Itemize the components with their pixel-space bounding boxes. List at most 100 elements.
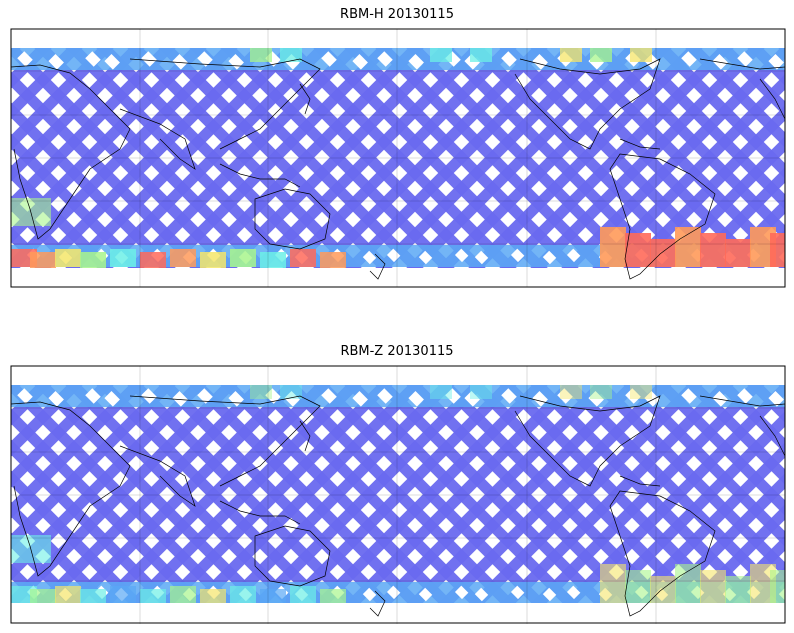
coastlines (10, 58, 786, 280)
swath-band (686, 504, 785, 603)
coastline (299, 83, 311, 115)
swath-highlight (320, 252, 346, 268)
swath-band (11, 385, 114, 488)
map-frame (10, 28, 786, 288)
swath-band (376, 385, 610, 603)
swath-highlight (200, 252, 226, 268)
swath-highlight (650, 576, 676, 603)
swath-highlight (675, 227, 701, 267)
swath-band (96, 48, 331, 268)
swath-highlight (200, 589, 226, 603)
swath-band (11, 164, 114, 268)
swath-band (11, 385, 145, 519)
coastline (619, 475, 661, 487)
panel-title-rbm-h: RBM-H 20130115 (340, 7, 454, 22)
swath-band (251, 48, 486, 268)
swath-band (500, 385, 734, 603)
swath-highlight (30, 252, 56, 268)
swath-band (11, 48, 114, 151)
swath-highlight (675, 564, 701, 603)
swath-band (127, 48, 362, 268)
swath-band (685, 385, 785, 485)
swath-highlight (625, 233, 651, 267)
swath-highlight (630, 48, 652, 62)
swath-band (11, 385, 176, 550)
swath-band (34, 48, 269, 268)
coastline (129, 58, 321, 150)
swath-band (11, 48, 145, 182)
swath-highlight (625, 570, 651, 603)
swath-highlight (290, 586, 316, 603)
coastline (609, 153, 716, 280)
swath-band (189, 48, 424, 268)
swath-highlight (650, 239, 676, 267)
swath-highlight (140, 252, 166, 268)
swath-highlight (725, 239, 751, 267)
swath-highlight (260, 252, 286, 268)
gridlines (11, 366, 785, 624)
swath-highlight (470, 48, 492, 62)
swath-highlight (30, 589, 56, 603)
swath-highlight (770, 233, 785, 267)
swath-band (685, 167, 785, 268)
swath-band (778, 385, 785, 392)
swath-band (11, 48, 238, 268)
swath-band (11, 385, 238, 603)
swath-highlight (430, 385, 452, 399)
swath-band (158, 48, 393, 268)
swath-band (623, 105, 785, 268)
swath-band (716, 385, 785, 454)
swath-highlight (110, 249, 136, 267)
swath-band (778, 260, 785, 268)
swath-band (11, 195, 83, 268)
swath-band (779, 597, 785, 603)
swath-highlight (560, 48, 582, 62)
swath-highlight (700, 233, 726, 267)
coastline (369, 253, 386, 280)
swath-highlight (770, 570, 785, 603)
coastline (299, 420, 311, 452)
swath-band (11, 385, 83, 457)
swath-band (221, 385, 455, 603)
coastline (514, 395, 661, 487)
coastline (699, 395, 786, 407)
swath-band (252, 385, 486, 603)
swath-band (406, 48, 641, 268)
swath-highlight (110, 586, 136, 603)
swath-band (345, 385, 579, 603)
swath-highlight (250, 385, 272, 399)
swath-highlight (430, 48, 452, 62)
swath-band (313, 48, 548, 268)
coastline (129, 395, 321, 487)
swath-highlight (280, 48, 302, 62)
swath-band (128, 385, 362, 603)
swath-band (97, 385, 331, 603)
coastline (759, 78, 786, 120)
swath-band (469, 385, 703, 603)
swath-band (438, 385, 672, 603)
swath-highlight (230, 249, 256, 267)
swath-band (11, 48, 207, 244)
coastline (254, 188, 331, 250)
swath-band (220, 48, 455, 268)
swath-highlight (55, 249, 81, 267)
swath-highlight (170, 586, 196, 603)
swath-band (468, 48, 703, 268)
swath-highlight (80, 252, 106, 268)
swath-highlight (725, 576, 751, 603)
swath-highlight (630, 385, 652, 399)
swath-band (437, 48, 672, 268)
swath-band (11, 48, 176, 213)
swath-highlight (600, 564, 626, 603)
coastline (119, 445, 196, 507)
swath-band (190, 385, 424, 603)
swath-highlight (260, 589, 286, 603)
swath-band (11, 501, 113, 603)
swath-band (11, 532, 82, 603)
swath-band (685, 48, 785, 148)
coastline (10, 64, 131, 240)
swath-highlight (170, 249, 196, 267)
coastline (619, 138, 661, 150)
panel-title-rbm-z: RBM-Z 20130115 (340, 344, 454, 359)
